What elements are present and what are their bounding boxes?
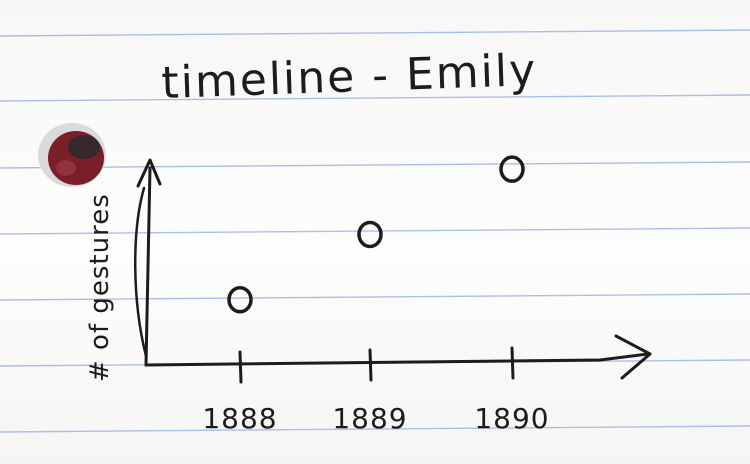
x-tick-1890 [510, 346, 515, 380]
data-point-1890 [499, 155, 525, 183]
x-ticks [238, 346, 515, 384]
x-tick-label-1889: 1889 [332, 402, 407, 435]
data-point-1889 [357, 220, 383, 249]
data-markers [227, 155, 525, 314]
x-tick-1888 [238, 350, 243, 384]
y-axis-line [144, 166, 152, 367]
x-axis-line [144, 352, 650, 367]
x-tick-label-1888: 1888 [202, 402, 277, 435]
punch-hole [38, 123, 106, 187]
x-tick-1889 [368, 348, 373, 382]
chart-title: timeline - Emily [161, 45, 538, 109]
data-point-1888 [227, 285, 253, 314]
y-axis-arrow [136, 158, 162, 188]
x-tick-label-1890: 1890 [474, 402, 549, 435]
y-axis-label: # of gestures [85, 193, 115, 382]
axes [134, 158, 652, 380]
x-tick-labels: 1888 1889 1890 [202, 402, 549, 435]
y-axis-bracket [134, 186, 148, 358]
x-axis-arrow [614, 334, 652, 380]
